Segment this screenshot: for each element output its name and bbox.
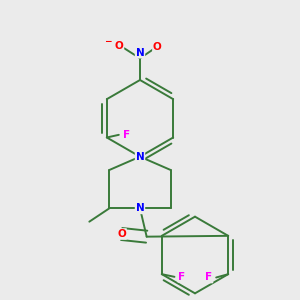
Text: F: F xyxy=(205,272,212,283)
Text: O: O xyxy=(117,229,126,239)
Text: −: − xyxy=(104,38,111,46)
Text: N: N xyxy=(136,152,144,162)
Text: F: F xyxy=(123,130,130,140)
Text: O: O xyxy=(153,42,162,52)
Text: N: N xyxy=(136,203,144,213)
Text: N: N xyxy=(136,48,144,58)
Text: F: F xyxy=(178,272,185,282)
Text: O: O xyxy=(115,41,123,51)
